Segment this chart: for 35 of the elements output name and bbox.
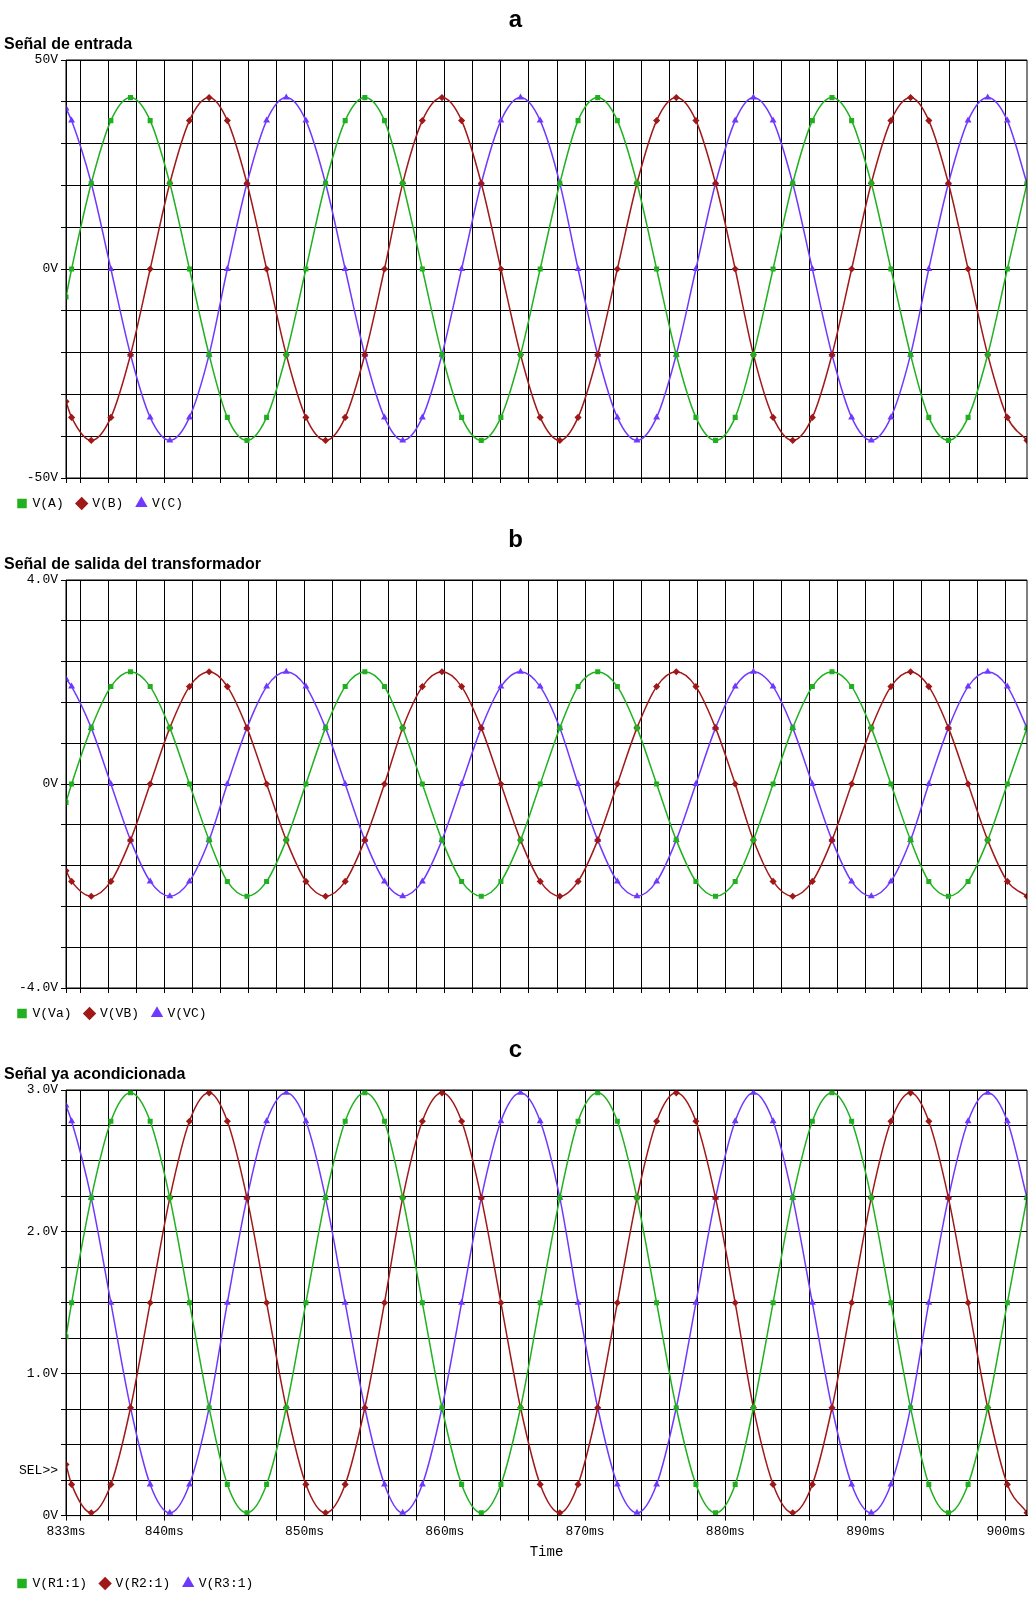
legend-label: V(R1:1) (32, 1575, 88, 1591)
y-tick-label: 0V (42, 261, 59, 277)
legend-label: V(R2:1) (115, 1575, 171, 1591)
x-axis-title: Time (529, 1544, 564, 1561)
legend-label: V(VC) (167, 1005, 207, 1021)
chart-title: b (508, 525, 523, 553)
legend-label: V(R3:1) (198, 1575, 254, 1591)
x-tick-label: 850ms (284, 1523, 324, 1539)
chart-subtitle: Señal de salida del transformador (4, 554, 261, 572)
y-tick-label: -4.0V (18, 980, 59, 996)
chart-title: c (508, 1035, 523, 1063)
x-tick-label: 860ms (425, 1523, 465, 1539)
legend-label: V(VB) (100, 1005, 140, 1021)
text: SEL>> (18, 1463, 59, 1479)
y-tick-label: 3.0V (26, 1082, 59, 1098)
x-tick-label: 880ms (705, 1523, 745, 1539)
legend-label: V(C) (151, 495, 184, 511)
x-tick-label: 833ms (46, 1523, 86, 1539)
legend-label: V(B) (92, 495, 124, 511)
y-tick-label: 2.0V (26, 1224, 59, 1240)
chart-subtitle: Señal de entrada (4, 34, 133, 52)
y-tick-label: 1.0V (26, 1366, 59, 1382)
x-tick-label: 870ms (565, 1523, 605, 1539)
x-tick-label: 890ms (846, 1523, 886, 1539)
y-tick-label: 50V (34, 52, 59, 68)
legend-label: V(A) (32, 495, 64, 511)
y-tick-label: 0V (42, 1508, 59, 1524)
chart-title: a (508, 5, 523, 33)
y-tick-label: 4.0V (26, 572, 59, 588)
legend-label: V(Va) (32, 1005, 72, 1021)
y-tick-label: 0V (42, 776, 59, 792)
chart-subtitle: Señal ya acondicionada (4, 1064, 186, 1082)
x-tick-label: 900ms (986, 1523, 1026, 1539)
x-tick-label: 840ms (144, 1523, 184, 1539)
y-tick-label: -50V (26, 470, 59, 486)
